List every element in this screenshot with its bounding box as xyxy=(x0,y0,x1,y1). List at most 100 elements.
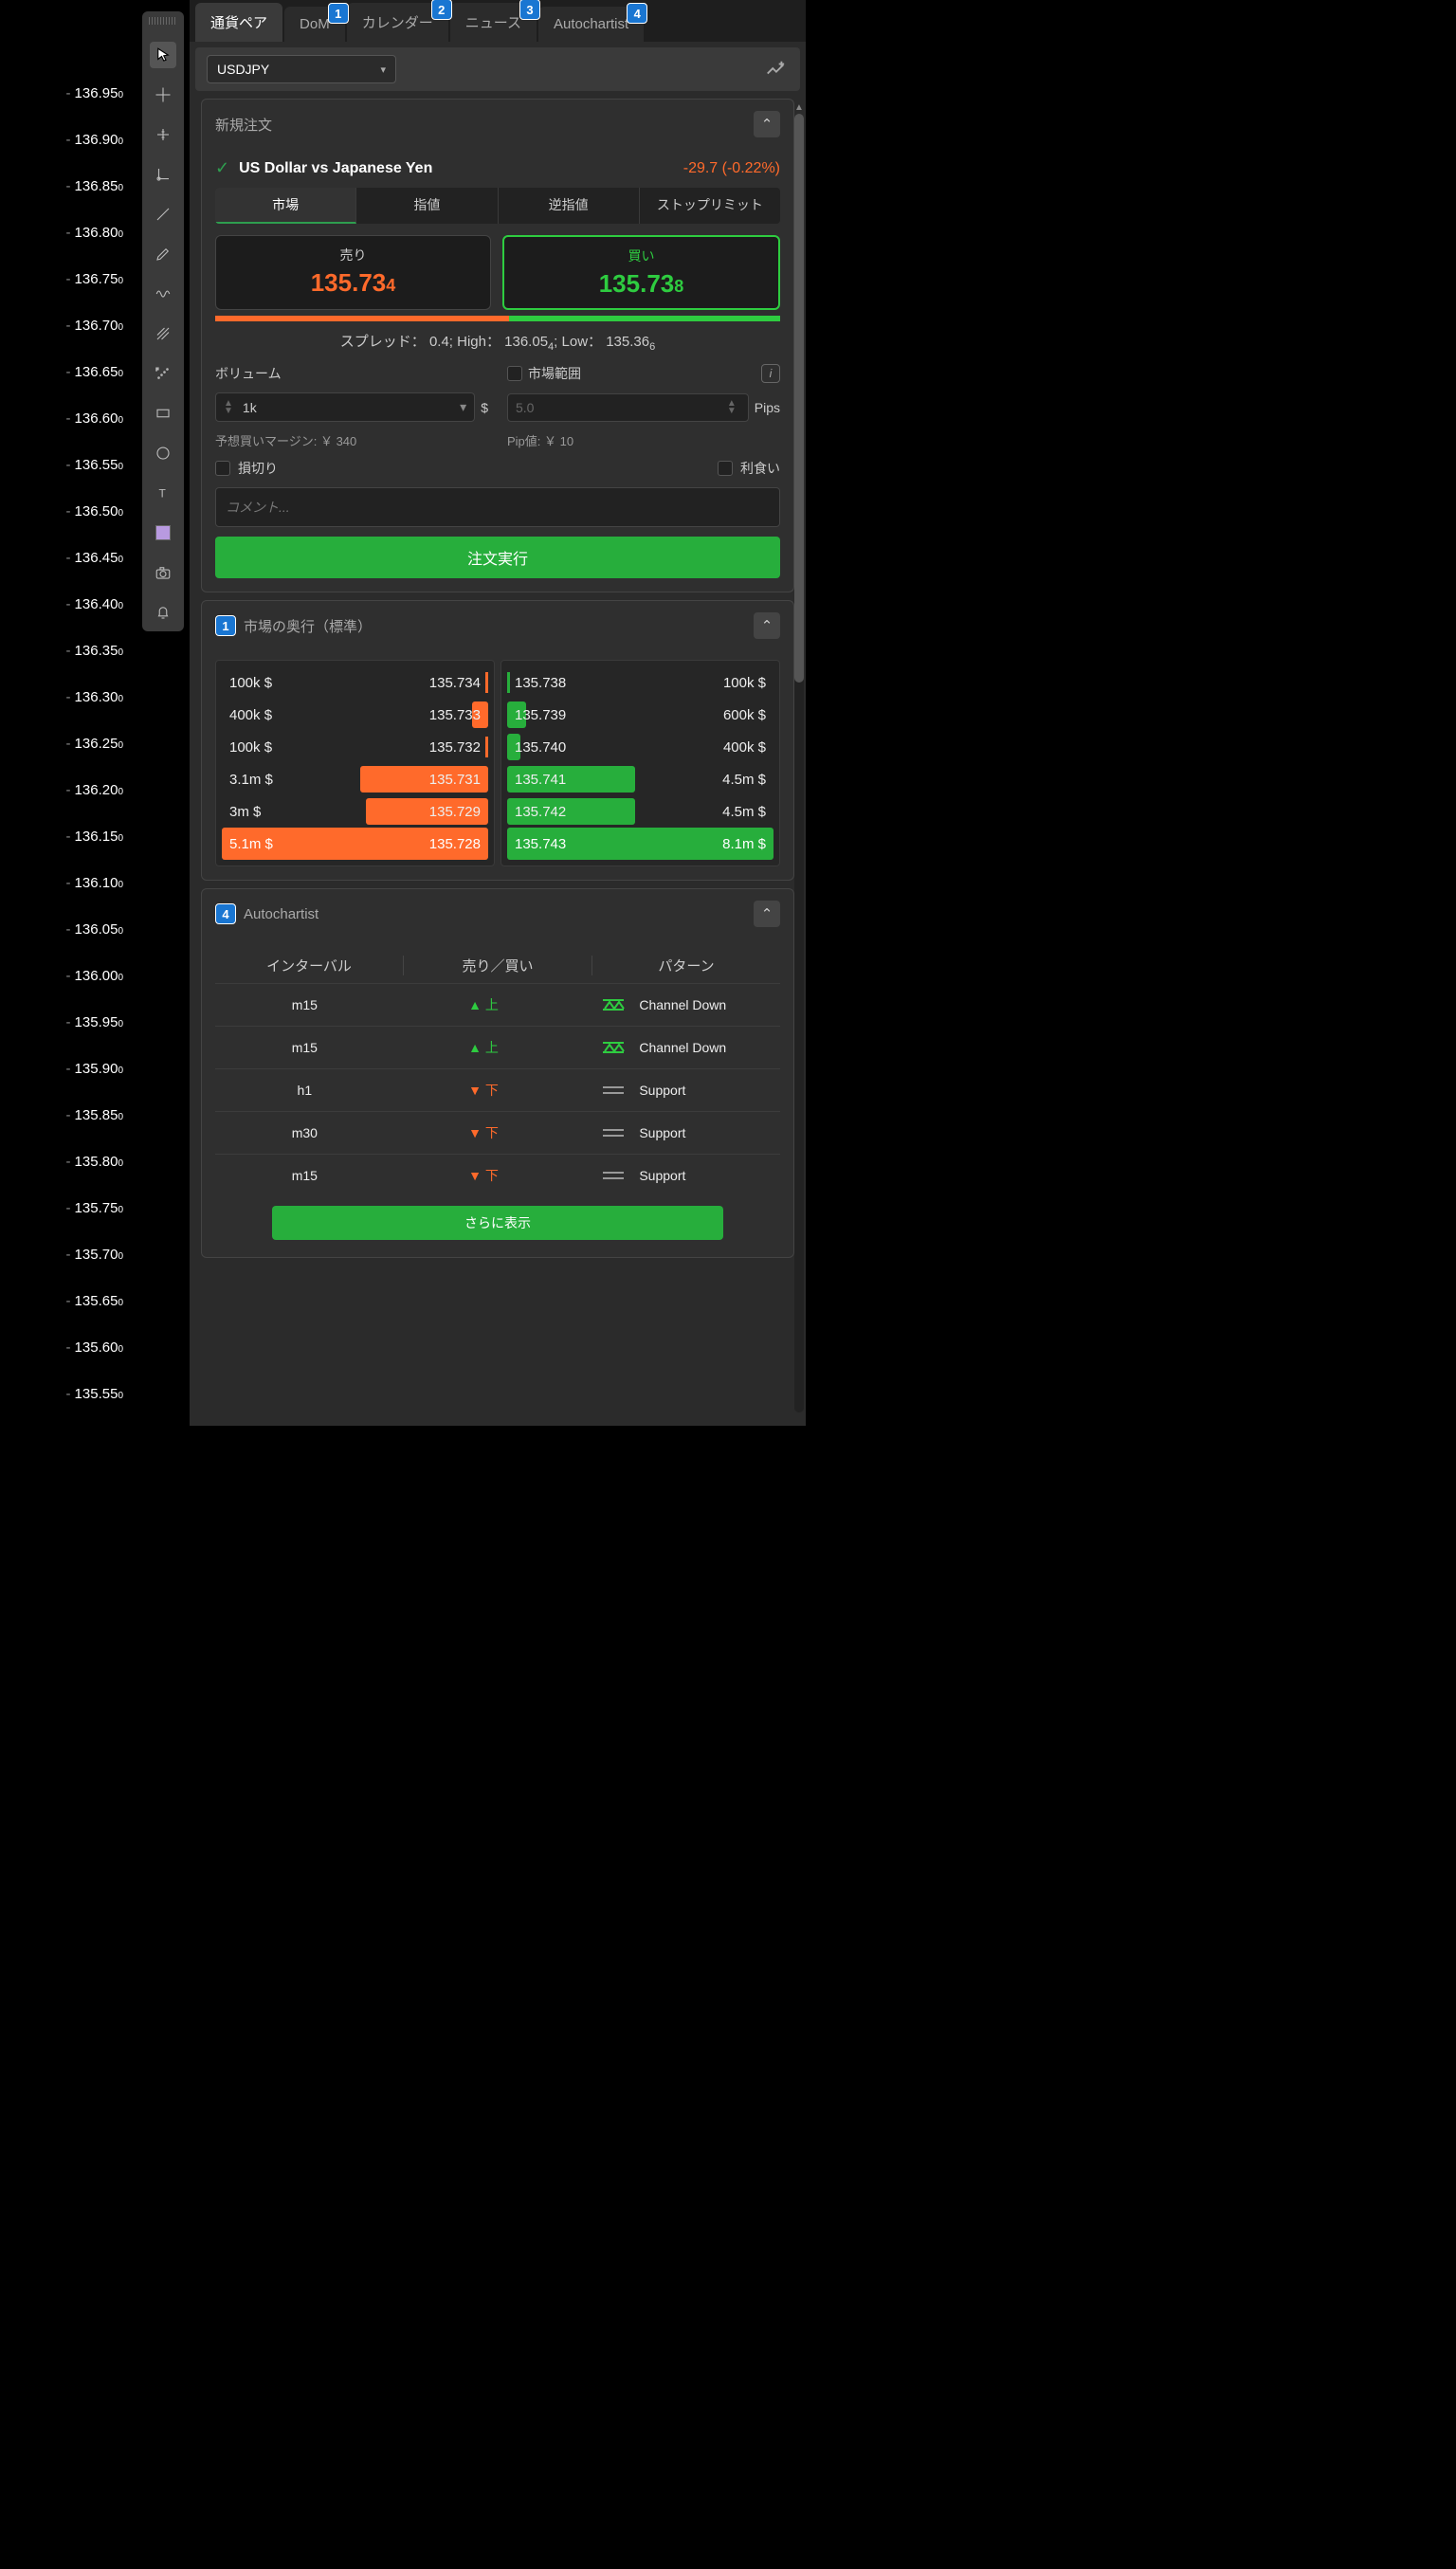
dom-row: 400k $135.733 xyxy=(222,699,488,731)
ac-callout: 4 xyxy=(215,903,236,924)
dom-bid-col: 100k $135.734400k $135.733100k $135.7323… xyxy=(215,660,495,866)
ac-rows: m15▲ 上Channel Downm15▲ 上Channel Downh1▼ … xyxy=(215,983,780,1196)
price-axis: 136.950136.900136.850136.800136.750136.7… xyxy=(0,38,133,1426)
sentiment-sell xyxy=(215,316,509,321)
fib-tool[interactable]: F xyxy=(150,360,176,387)
symbol-row: USDJPY xyxy=(195,47,800,91)
dom-row: 5.1m $135.728 xyxy=(222,828,488,860)
color-tool[interactable] xyxy=(150,519,176,546)
scroll-up[interactable]: ▲ xyxy=(794,102,804,114)
rect-tool[interactable] xyxy=(150,400,176,427)
cross-tool[interactable] xyxy=(150,82,176,108)
show-more-button[interactable]: さらに表示 xyxy=(272,1206,723,1240)
tab-カレンダー[interactable]: カレンダー2 xyxy=(347,3,448,42)
dom-grid: 100k $135.734400k $135.733100k $135.7323… xyxy=(215,660,780,866)
volume-value: 1k xyxy=(243,400,257,415)
dom-title: 市場の奥行（標準） xyxy=(244,616,372,636)
tab-Autochartist[interactable]: Autochartist4 xyxy=(538,7,644,42)
comment-input[interactable]: コメント... xyxy=(215,487,780,527)
collapse-button[interactable]: ⌃ xyxy=(754,901,780,927)
tab-bar: 通貨ペアDoM1カレンダー2ニュース3Autochartist4 xyxy=(190,0,806,42)
autochartist-card: 4 Autochartist ⌃ インターバル売り／買いパターン m15▲ 上C… xyxy=(201,888,794,1258)
check-icon: ✓ xyxy=(215,158,229,178)
target-tool[interactable] xyxy=(150,121,176,148)
volume-input[interactable]: ▲▼1k▾ xyxy=(215,392,475,422)
ordertype-1[interactable]: 指値 xyxy=(356,188,498,224)
info-icon[interactable]: i xyxy=(761,364,780,383)
volume-label: ボリューム xyxy=(215,364,488,383)
angle-tool[interactable] xyxy=(150,161,176,188)
quote-boxes: 売り 135.734 買い 135.738 xyxy=(215,235,780,310)
circle-tool[interactable] xyxy=(150,440,176,466)
symbol-select[interactable]: USDJPY xyxy=(207,55,396,83)
text-tool[interactable]: T xyxy=(150,480,176,506)
ac-row[interactable]: m15▲ 上Channel Down xyxy=(215,1026,780,1068)
tab-ニュース[interactable]: ニュース3 xyxy=(450,3,537,42)
spread-line: スプレッド： 0.4; High： 136.054; Low： 135.366 xyxy=(215,331,780,353)
ac-header-cell: パターン xyxy=(592,956,780,975)
dom-row: 100k $135.734 xyxy=(222,666,488,699)
collapse-button[interactable]: ⌃ xyxy=(754,111,780,137)
price-change: -29.7 (-0.22%) xyxy=(683,160,780,177)
dom-row: 3.1m $135.731 xyxy=(222,763,488,795)
dom-row: 135.7414.5m $ xyxy=(507,763,774,795)
camera-tool[interactable] xyxy=(150,559,176,586)
dom-callout: 1 xyxy=(215,615,236,636)
range-input[interactable]: 5.0▲▼ xyxy=(507,393,749,422)
sell-price-small: 4 xyxy=(386,276,395,295)
dom-row: 135.738100k $ xyxy=(507,666,774,699)
new-order-header: 新規注文 ⌃ xyxy=(202,100,793,149)
sell-quote[interactable]: 売り 135.734 xyxy=(215,235,491,310)
ac-header: 4 Autochartist ⌃ xyxy=(202,889,793,938)
ac-row[interactable]: m15▼ 下Support xyxy=(215,1154,780,1196)
add-chart-icon[interactable] xyxy=(762,56,789,82)
svg-text:F: F xyxy=(156,367,159,372)
ordertype-3[interactable]: ストップリミット xyxy=(640,188,780,224)
ac-header-cell: 売り／買い xyxy=(404,956,592,975)
order-type-tabs: 市場指値逆指値ストップリミット xyxy=(215,188,780,224)
dom-row: 135.740400k $ xyxy=(507,731,774,763)
fork-tool[interactable] xyxy=(150,320,176,347)
tab-DoM[interactable]: DoM1 xyxy=(284,7,345,42)
ac-row[interactable]: m30▼ 下Support xyxy=(215,1111,780,1154)
scroll-thumb[interactable] xyxy=(794,114,804,683)
tab-通貨ペア[interactable]: 通貨ペア xyxy=(195,3,282,42)
range-label: 市場範囲 xyxy=(528,364,581,383)
buy-quote[interactable]: 買い 135.738 xyxy=(502,235,780,310)
dom-ask-col: 135.738100k $135.739600k $135.740400k $1… xyxy=(500,660,780,866)
execute-button[interactable]: 注文実行 xyxy=(215,537,780,578)
buy-label: 買い xyxy=(504,246,778,265)
wave-tool[interactable] xyxy=(150,281,176,307)
stoploss-check[interactable]: 損切り xyxy=(215,459,488,478)
collapse-button[interactable]: ⌃ xyxy=(754,612,780,639)
pair-name: US Dollar vs Japanese Yen xyxy=(239,160,432,177)
takeprofit-check[interactable]: 利食い xyxy=(507,459,780,478)
range-unit: Pips xyxy=(755,400,780,415)
ac-header-cell: インターバル xyxy=(215,956,404,975)
pencil-tool[interactable] xyxy=(150,241,176,267)
ac-col-headers: インターバル売り／買いパターン xyxy=(215,948,780,983)
svg-text:T: T xyxy=(159,487,167,501)
volume-unit: $ xyxy=(481,400,488,415)
dom-card: 1 市場の奥行（標準） ⌃ 100k $135.734400k $135.733… xyxy=(201,600,794,881)
stoploss-label: 損切り xyxy=(238,459,278,478)
ac-row[interactable]: h1▼ 下Support xyxy=(215,1068,780,1111)
drawing-toolbar: FT xyxy=(142,11,184,631)
dom-row: 135.739600k $ xyxy=(507,699,774,731)
dom-row: 3m $135.729 xyxy=(222,795,488,828)
takeprofit-label: 利食い xyxy=(740,459,780,478)
cursor-tool[interactable] xyxy=(150,42,176,68)
line-tool[interactable] xyxy=(150,201,176,228)
range-label-row: 市場範囲 i xyxy=(507,364,780,383)
sentiment-buy xyxy=(509,316,780,321)
dom-header: 1 市場の奥行（標準） ⌃ xyxy=(202,601,793,650)
dom-row: 135.7424.5m $ xyxy=(507,795,774,828)
bell-tool[interactable] xyxy=(150,599,176,626)
scrollbar[interactable] xyxy=(794,114,804,1412)
ac-row[interactable]: m15▲ 上Channel Down xyxy=(215,983,780,1026)
new-order-card: 新規注文 ⌃ ✓ US Dollar vs Japanese Yen -29.7… xyxy=(201,99,794,592)
sentiment-bar xyxy=(215,316,780,321)
pip-hint: Pip値: ￥ 10 xyxy=(507,431,780,449)
ordertype-0[interactable]: 市場 xyxy=(215,188,356,224)
ordertype-2[interactable]: 逆指値 xyxy=(499,188,640,224)
